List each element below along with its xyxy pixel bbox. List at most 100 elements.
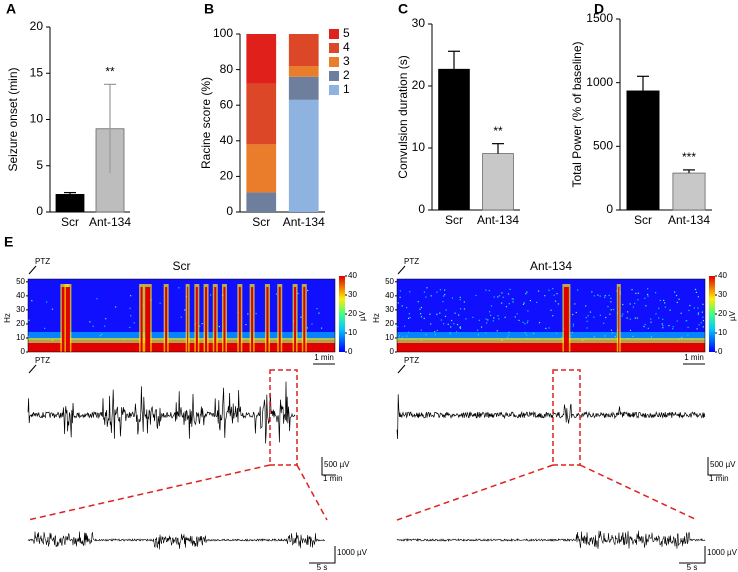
spectrogram-burst bbox=[223, 287, 226, 352]
hz-tick-label: 40 bbox=[385, 291, 394, 300]
spectrogram-speckle bbox=[603, 322, 605, 324]
y-tick-label: 0 bbox=[606, 202, 613, 216]
spectrogram-speckle bbox=[508, 303, 510, 305]
y-tick-label: 100 bbox=[213, 26, 233, 40]
spectrogram-speckle bbox=[627, 311, 629, 313]
spectrogram-speckle bbox=[498, 318, 500, 320]
spectrogram-speckle bbox=[526, 322, 528, 324]
hz-tick-label: 30 bbox=[16, 305, 25, 314]
y-tick-label: 40 bbox=[220, 133, 234, 147]
legend-swatch bbox=[329, 85, 339, 95]
hz-tick-label: 40 bbox=[16, 291, 25, 300]
legend-swatch bbox=[329, 57, 339, 67]
spectrogram-speckle bbox=[658, 307, 660, 309]
spectrogram-speckle bbox=[459, 327, 461, 329]
spectrogram-speckle bbox=[397, 326, 399, 328]
spectrogram-speckle bbox=[609, 313, 611, 315]
spectrogram-speckle bbox=[442, 301, 444, 303]
y-tick-label: 500 bbox=[593, 139, 613, 153]
spectrogram-speckle bbox=[31, 300, 33, 302]
spectrogram-speckle bbox=[599, 295, 601, 297]
bar-segment bbox=[246, 144, 277, 193]
spectrogram-speckle bbox=[586, 320, 588, 322]
time-scale-label: 1 min bbox=[709, 474, 729, 483]
spectrogram-band bbox=[397, 343, 705, 352]
spectrogram-speckle bbox=[664, 302, 666, 304]
x-tick-label: Scr bbox=[634, 213, 652, 227]
significance: *** bbox=[682, 150, 696, 164]
amplitude-scale-label: 500 µV bbox=[710, 460, 736, 469]
spectrogram-speckle bbox=[702, 316, 704, 318]
spectrogram-speckle bbox=[439, 289, 442, 291]
spectrogram-speckle bbox=[159, 302, 161, 304]
spectrogram-speckle bbox=[647, 288, 649, 290]
spectrogram-speckle bbox=[637, 299, 639, 301]
x-tick-label: Ant-134 bbox=[89, 215, 131, 229]
spectrogram-speckle bbox=[451, 319, 453, 322]
spectrogram-speckle bbox=[650, 318, 652, 320]
spectrogram-speckle bbox=[621, 315, 623, 317]
significance: ** bbox=[105, 65, 115, 79]
bar-segment bbox=[246, 83, 277, 145]
spectrogram-speckle bbox=[693, 307, 695, 309]
spectrogram-speckle bbox=[493, 317, 495, 319]
spectrogram-speckle bbox=[92, 325, 94, 327]
spectrogram-speckle bbox=[472, 316, 474, 318]
colorbar-tick-label: 20 bbox=[348, 309, 357, 318]
spectrogram-speckle bbox=[655, 313, 657, 315]
y-tick-label: 20 bbox=[412, 78, 426, 92]
spectrogram-speckle bbox=[669, 309, 671, 311]
spectrogram-speckle bbox=[686, 320, 688, 322]
spectrogram-burst bbox=[195, 287, 198, 352]
spectrogram-speckle bbox=[306, 327, 308, 329]
colorbar-label: µV bbox=[358, 310, 367, 321]
spectrogram-speckle bbox=[445, 309, 447, 311]
colorbar-tick-label: 30 bbox=[348, 290, 357, 299]
spectrogram-speckle bbox=[300, 316, 302, 318]
spectrogram-speckle bbox=[554, 300, 557, 302]
spectrogram-speckle bbox=[637, 292, 639, 294]
spectrogram-speckle bbox=[647, 327, 649, 329]
spectrogram-burst bbox=[294, 287, 297, 352]
spectrogram-speckle bbox=[455, 331, 458, 333]
legend-swatch bbox=[329, 43, 339, 53]
x-tick-label: Scr bbox=[61, 215, 79, 229]
legend-label: 5 bbox=[343, 26, 350, 40]
spectrogram-burst bbox=[187, 287, 189, 352]
spectrogram-burst bbox=[238, 287, 241, 352]
spectrogram-speckle bbox=[662, 327, 664, 329]
x-tick-label: Scr bbox=[252, 215, 270, 229]
spectrogram-speckle bbox=[629, 329, 632, 331]
spectrogram-speckle bbox=[403, 325, 406, 327]
ptz-label: PTZ bbox=[35, 356, 50, 365]
spectrogram-burst bbox=[65, 287, 70, 352]
spectrogram-speckle bbox=[201, 323, 203, 325]
spectrogram-speckle bbox=[459, 326, 462, 328]
legend-swatch bbox=[329, 29, 339, 39]
spectrogram-speckle bbox=[184, 309, 186, 311]
spectrogram-speckle bbox=[28, 319, 30, 321]
scale-bar bbox=[321, 457, 336, 476]
spectrogram-speckle bbox=[702, 326, 704, 328]
spectrogram-speckle bbox=[645, 305, 647, 307]
zoom-trace bbox=[396, 530, 706, 549]
hz-label: Hz bbox=[372, 313, 381, 323]
spectrogram-speckle bbox=[307, 289, 309, 292]
spectrogram-speckle bbox=[429, 313, 431, 315]
hz-tick-label: 30 bbox=[385, 305, 394, 314]
time-scale-label: 5 s bbox=[317, 563, 328, 572]
y-tick-label: 0 bbox=[226, 204, 233, 218]
spectrogram-speckle bbox=[406, 307, 408, 309]
spectrogram-speckle bbox=[604, 295, 606, 297]
spectrogram-burst bbox=[214, 287, 217, 352]
spectrogram-speckle bbox=[485, 318, 487, 320]
zoom-box bbox=[552, 369, 581, 466]
spectrogram-speckle bbox=[247, 313, 249, 315]
spectrogram-speckle bbox=[497, 296, 499, 298]
spectrogram-speckle bbox=[409, 316, 411, 319]
amplitude-scale-label: 500 µV bbox=[324, 460, 350, 469]
spectrogram-speckle bbox=[311, 323, 313, 325]
spectrogram-speckle bbox=[527, 310, 529, 312]
spectrogram-speckle bbox=[450, 326, 452, 328]
colorbar-tick-label: 0 bbox=[718, 347, 723, 356]
